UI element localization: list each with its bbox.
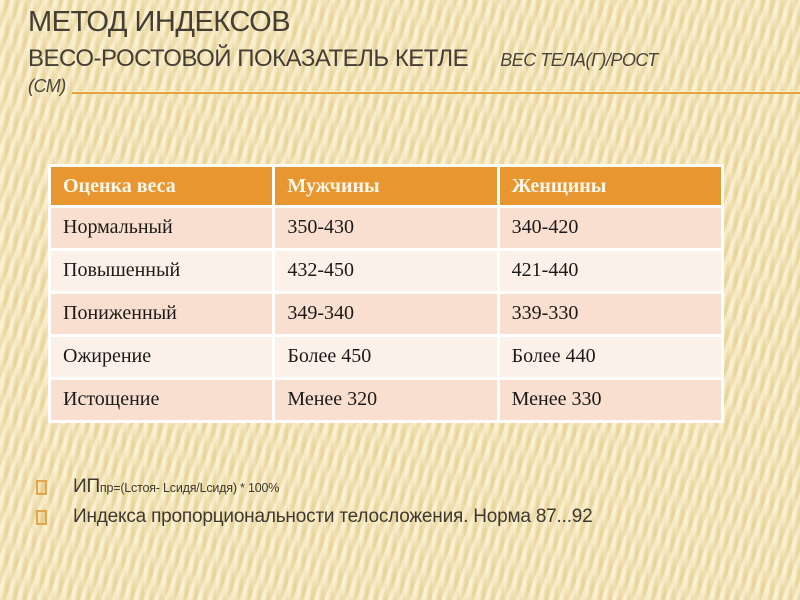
bullet-square-icon bbox=[36, 509, 47, 525]
table-cell: 421-440 bbox=[499, 251, 721, 291]
table-row: Нормальный 350-430 340-420 bbox=[51, 208, 721, 248]
formula-base: ИП bbox=[73, 476, 100, 497]
table-header-row: Оценка веса Мужчины Женщины bbox=[51, 167, 721, 205]
table-row: Пониженный 349-340 339-330 bbox=[51, 294, 721, 334]
title-annotation-cm: (СМ) bbox=[28, 75, 66, 96]
header-cell-assessment: Оценка веса bbox=[51, 167, 273, 205]
table-cell: Менее 330 bbox=[499, 380, 721, 420]
note-proportionality-row: Индекса пропорциональности телосложения.… bbox=[36, 506, 593, 529]
formula-text: ИПпр=(Lстоя- Lсидя/Lсидя) * 100% bbox=[73, 476, 279, 499]
table-cell: 340-420 bbox=[499, 208, 721, 248]
table-cell: Более 440 bbox=[499, 337, 721, 377]
title-annotation: ВЕС ТЕЛА(Г)/РОСТ bbox=[500, 50, 658, 71]
table-cell: Ожирение bbox=[51, 337, 273, 377]
title-underline bbox=[71, 91, 800, 94]
slide-title: МЕТОД ИНДЕКСОВ bbox=[28, 6, 291, 38]
table-cell: 350-430 bbox=[275, 208, 497, 248]
table-cell: 349-340 bbox=[275, 294, 497, 334]
table-row: Ожирение Более 450 Более 440 bbox=[51, 337, 721, 377]
header-cell-men: Мужчины bbox=[275, 167, 497, 205]
bullet-square-icon bbox=[36, 479, 47, 495]
table-cell: 432-450 bbox=[275, 251, 497, 291]
table-row: Повышенный 432-450 421-440 bbox=[51, 251, 721, 291]
slide-subtitle-row: ВЕСО-РОСТОВОЙ ПОКАЗАТЕЛЬ КЕТЛЕ ВЕС ТЕЛА(Г… bbox=[28, 45, 800, 73]
note-formula-row: ИПпр=(Lстоя- Lсидя/Lсидя) * 100% bbox=[36, 476, 593, 499]
table-cell: Истощение bbox=[51, 380, 273, 420]
table-cell: Пониженный bbox=[51, 294, 273, 334]
table-cell: Нормальный bbox=[51, 208, 273, 248]
notes-list: ИПпр=(Lстоя- Lсидя/Lсидя) * 100% Индекса… bbox=[36, 476, 593, 536]
table-row: Истощение Менее 320 Менее 330 bbox=[51, 380, 721, 420]
header-cell-women: Женщины bbox=[499, 167, 721, 205]
formula-subscript: пр=(Lстоя- Lсидя/Lсидя) * 100% bbox=[99, 481, 280, 495]
note-text: Индекса пропорциональности телосложения.… bbox=[73, 505, 593, 527]
table-cell: Более 450 bbox=[275, 337, 497, 377]
table-cell: 339-330 bbox=[499, 294, 721, 334]
slide-title-block: МЕТОД ИНДЕКСОВ ВЕСО-РОСТОВОЙ ПОКАЗАТЕЛЬ … bbox=[28, 6, 800, 97]
title-continuation-row: (СМ) bbox=[28, 75, 800, 97]
table-cell: Менее 320 bbox=[275, 380, 497, 420]
weight-assessment-table: Оценка веса Мужчины Женщины Нормальный 3… bbox=[48, 164, 724, 423]
table-cell: Повышенный bbox=[51, 251, 273, 291]
slide-subtitle: ВЕСО-РОСТОВОЙ ПОКАЗАТЕЛЬ КЕТЛЕ bbox=[28, 45, 469, 73]
